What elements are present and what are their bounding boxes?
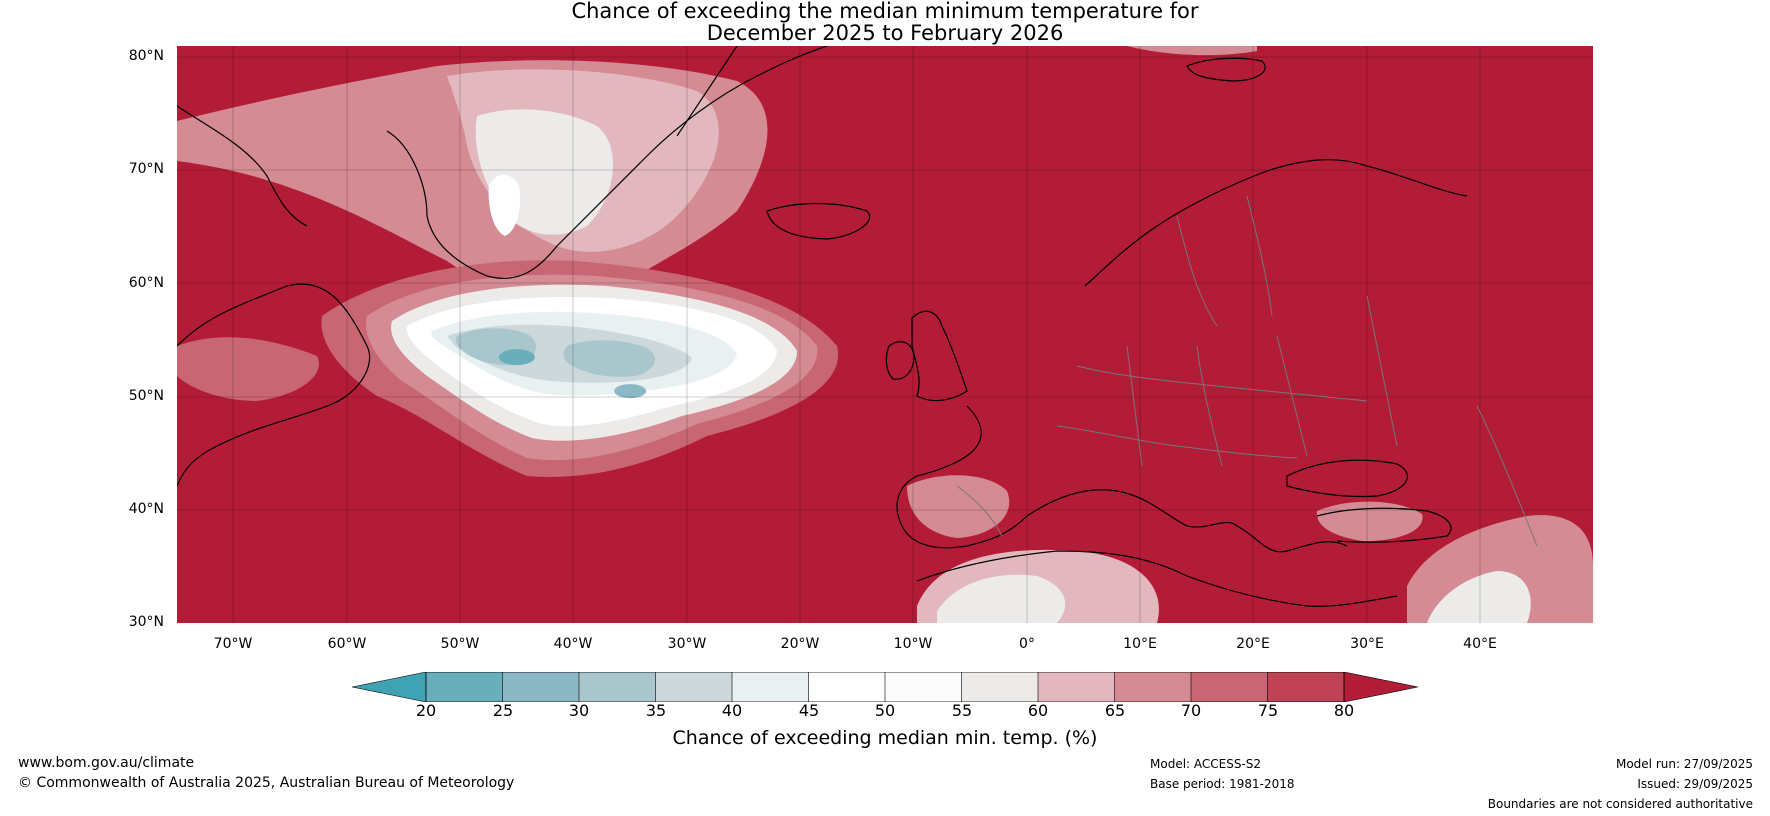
coast-canada (177, 283, 371, 487)
lon-label-30e: 30°E (1350, 636, 1384, 652)
model-run-text: Model run: 27/09/2025 (1615, 757, 1753, 771)
middle-east-white (1427, 571, 1531, 623)
colorbar-tick-75: 75 (1257, 701, 1279, 720)
lon-label-60w: 60°W (327, 636, 367, 652)
colorbar (352, 672, 1418, 702)
arctic-pale (1127, 46, 1257, 56)
coast-iceland (766, 202, 871, 240)
colorbar-segment-25-30 (502, 672, 579, 702)
coastlines (177, 46, 1468, 607)
colorbar-segment-65-70 (1114, 672, 1191, 702)
lon-label-40w: 40°W (553, 636, 593, 652)
coast-ireland (885, 341, 915, 380)
lon-label-70w: 70°W (213, 636, 253, 652)
issued-text: Issued: 29/09/2025 (1637, 777, 1753, 791)
map-title-line1: Chance of exceeding the median minimum t… (571, 0, 1199, 23)
anatolia-pale (1316, 501, 1423, 542)
iberia-pale (907, 475, 1010, 538)
copyright-text: © Commonwealth of Australia 2025, Austra… (18, 775, 515, 791)
colorbar-segment-60-65 (1038, 672, 1115, 702)
lon-label-20e: 20°E (1236, 636, 1270, 652)
website-link[interactable]: www.bom.gov.au/climate (18, 755, 195, 771)
lon-label-20w: 20°W (780, 636, 820, 652)
cool-core-west (498, 349, 535, 366)
lat-label-50n: 50°N (128, 388, 164, 404)
colorbar-segment-55-60 (961, 672, 1038, 702)
map-title-line2: December 2025 to February 2026 (706, 21, 1064, 45)
colorbar-segment-50-55 (885, 672, 962, 702)
coast-black-sea (1286, 459, 1408, 498)
greenland-interior-50 (488, 174, 521, 236)
colorbar-tick-25: 25 (492, 701, 514, 720)
coast-baffin (177, 105, 308, 227)
colorbar-segment-30-35 (579, 672, 656, 702)
coast-mediterranean (1026, 489, 1348, 553)
lon-label-10w: 10°W (893, 636, 933, 652)
lon-label-10e: 10°E (1123, 636, 1157, 652)
lat-label-30n: 30°N (128, 614, 164, 630)
colorbar-tick-65: 65 (1104, 701, 1126, 720)
colorbar-segment-40-45 (732, 672, 809, 702)
cool-core-east (614, 384, 647, 399)
colorbar-tick-20: 20 (415, 701, 437, 720)
colorbar-below20 (352, 672, 427, 702)
colorbar-tick-30: 30 (568, 701, 590, 720)
atlantic-band-30-east (563, 340, 656, 377)
colorbar-segment-20-25 (426, 672, 503, 702)
canada-pale (177, 337, 319, 401)
lon-label-50w: 50°W (440, 636, 480, 652)
north-africa-white (937, 574, 1066, 623)
colorbar-tick-55: 55 (951, 701, 973, 720)
coast-greenland-east (676, 46, 738, 137)
colorbar-segment-45-50 (808, 672, 885, 702)
coast-europe-west (896, 405, 1028, 549)
colorbar-tick-70: 70 (1180, 701, 1202, 720)
colorbar-tick-40: 40 (721, 701, 743, 720)
base-period-text: Base period: 1981-2018 (1150, 777, 1295, 791)
coast-uk (911, 310, 968, 402)
coast-greenland (386, 46, 828, 279)
lon-label-40e: 40°E (1463, 636, 1497, 652)
lat-label-60n: 60°N (128, 275, 164, 291)
colorbar-segment-35-40 (655, 672, 732, 702)
country-borders (956, 195, 1538, 547)
lat-label-70n: 70°N (128, 161, 164, 177)
lon-label-0: 0° (1019, 636, 1035, 652)
lat-label-40n: 40°N (128, 501, 164, 517)
lat-label-80n: 80°N (128, 48, 164, 64)
probability-map (177, 46, 1593, 623)
coast-svalbard (1186, 57, 1266, 82)
colorbar-label: Chance of exceeding median min. temp. (%… (672, 727, 1098, 749)
model-text: Model: ACCESS-S2 (1150, 757, 1262, 771)
coast-anatolia (1316, 507, 1452, 543)
colorbar-above80 (1343, 672, 1418, 702)
colorbar-segment-75-80 (1267, 672, 1344, 702)
colorbar-tick-60: 60 (1027, 701, 1049, 720)
disclaimer-text: Boundaries are not considered authoritat… (1487, 797, 1753, 811)
lon-label-30w: 30°W (667, 636, 707, 652)
probability-shading (177, 46, 1593, 623)
coast-north-africa (916, 550, 1398, 607)
colorbar-tick-35: 35 (645, 701, 667, 720)
coast-norway (1084, 159, 1468, 287)
colorbar-tick-50: 50 (874, 701, 896, 720)
colorbar-tick-80: 80 (1333, 701, 1355, 720)
colorbar-segment-70-75 (1191, 672, 1268, 702)
colorbar-tick-45: 45 (798, 701, 820, 720)
